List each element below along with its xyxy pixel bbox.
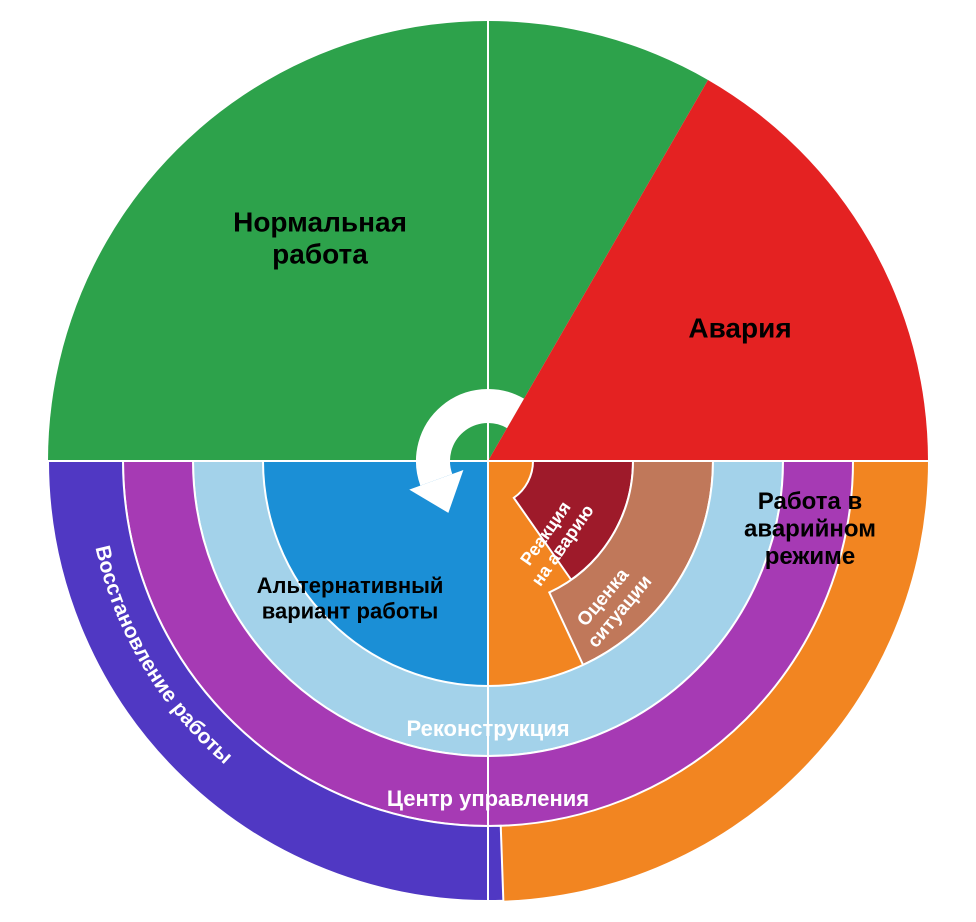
label-reconstruction: Реконструкция: [406, 716, 569, 741]
svg-text:Работа в: Работа в: [758, 488, 862, 515]
svg-text:Реконструкция: Реконструкция: [406, 716, 569, 741]
cycle-diagram: Нормальнаяработа Авария Работа ваварийномр…: [0, 0, 976, 922]
label-command-center: Центр управления: [387, 786, 589, 811]
svg-text:работа: работа: [272, 238, 368, 269]
svg-text:вариант работы: вариант работы: [262, 598, 439, 623]
svg-text:Центр управления: Центр управления: [387, 786, 589, 811]
svg-text:Альтернативный: Альтернативный: [257, 573, 444, 598]
svg-text:аварийном: аварийном: [744, 515, 876, 542]
label-accident: Авария: [688, 312, 791, 343]
svg-text:режиме: режиме: [765, 543, 856, 570]
svg-text:Нормальная: Нормальная: [233, 206, 407, 237]
label-alternative: Альтернативныйвариант работы: [257, 573, 444, 623]
svg-text:Авария: Авария: [688, 312, 791, 343]
